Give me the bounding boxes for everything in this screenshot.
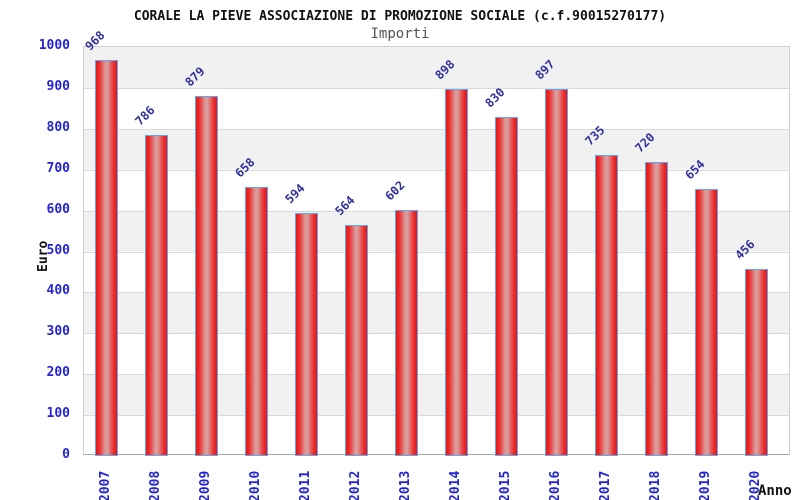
gridline (84, 87, 789, 89)
bar-2007 (95, 60, 118, 456)
x-tick-label: 2010 (247, 470, 263, 500)
x-tick-label: 2017 (597, 470, 613, 500)
y-tick-label: 400 (46, 283, 70, 299)
x-tick-label: 2013 (397, 470, 413, 500)
x-tick-label: 2015 (497, 470, 513, 500)
bar-2017 (595, 155, 618, 456)
x-tick-label: 2012 (347, 470, 363, 500)
x-tick-label: 2014 (447, 470, 463, 500)
x-tick-label: 2008 (147, 470, 163, 500)
y-tick-label: 300 (46, 324, 70, 340)
x-axis-title: Anno (758, 483, 792, 499)
chart-title: CORALE LA PIEVE ASSOCIAZIONE DI PROMOZIO… (133, 9, 667, 24)
gridline (84, 128, 789, 130)
chart-subtitle: Importi (370, 26, 430, 42)
gridline (84, 210, 789, 212)
bar-2008 (145, 134, 168, 456)
bar-2011 (295, 213, 318, 456)
y-tick-label: 600 (46, 201, 70, 217)
gridline (84, 333, 789, 335)
x-tick-label: 2019 (697, 470, 713, 500)
y-tick-label: 700 (46, 160, 70, 176)
y-tick-label: 200 (46, 365, 70, 381)
x-tick-label: 2007 (97, 470, 113, 500)
bar-2015 (495, 116, 518, 456)
bar-2020 (745, 269, 768, 456)
bar-2012 (345, 225, 368, 456)
bar-2016 (545, 89, 568, 456)
y-axis-title: Euro (36, 240, 51, 272)
y-tick-label: 100 (46, 406, 70, 422)
y-tick-label: 900 (46, 78, 70, 94)
gridline (84, 169, 789, 171)
plot-area (83, 46, 790, 456)
y-tick-label: 1000 (38, 38, 70, 53)
gridline (84, 251, 789, 253)
y-tick-label: 500 (46, 242, 70, 258)
bar-2019 (695, 188, 718, 456)
bar-2009 (195, 96, 218, 456)
gridline (84, 415, 789, 417)
bar-2014 (445, 88, 468, 456)
x-tick-label: 2011 (297, 470, 313, 500)
gridline (84, 374, 789, 376)
bar-2010 (245, 186, 268, 456)
bar-2018 (645, 161, 668, 456)
x-tick-label: 2018 (647, 470, 663, 500)
y-tick-label: 0 (62, 447, 70, 462)
y-tick-label: 800 (46, 119, 70, 135)
x-tick-label: 2016 (547, 470, 563, 500)
bar-2013 (395, 209, 418, 456)
gridline (84, 292, 789, 294)
x-tick-label: 2009 (197, 470, 213, 500)
